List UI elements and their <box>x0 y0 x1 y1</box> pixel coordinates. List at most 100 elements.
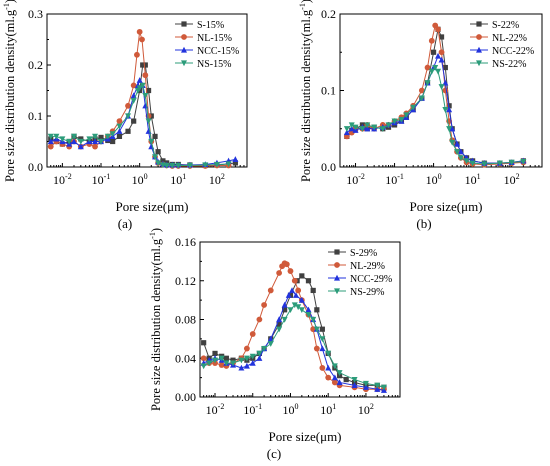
legend-label: S-22% <box>492 20 519 31</box>
data-point <box>155 160 162 167</box>
x-tick-label: 100 <box>132 172 148 187</box>
x-tick-label: 101 <box>170 172 186 187</box>
data-point <box>380 384 387 391</box>
series-NS-22% <box>343 64 527 168</box>
legend-marker <box>181 60 187 67</box>
data-point <box>418 95 425 102</box>
data-point <box>186 162 193 169</box>
data-point <box>310 316 317 323</box>
data-point <box>428 37 435 44</box>
data-point <box>136 77 143 83</box>
data-point <box>267 341 274 347</box>
data-point <box>287 307 294 314</box>
data-point <box>442 87 449 94</box>
data-point <box>298 307 305 314</box>
data-point <box>403 112 410 119</box>
data-point <box>371 124 378 131</box>
x-tick-label: 100 <box>282 402 298 417</box>
x-tick-label: 10-2 <box>53 172 72 187</box>
data-point <box>319 336 326 343</box>
data-point <box>256 350 263 357</box>
data-point <box>391 118 398 125</box>
data-point <box>424 80 431 87</box>
data-point <box>319 365 326 371</box>
data-point <box>343 376 349 383</box>
data-point <box>267 287 274 294</box>
legend-marker <box>181 21 187 27</box>
data-point <box>343 126 350 132</box>
data-point <box>298 296 305 303</box>
series-line <box>50 79 236 166</box>
data-point <box>98 138 105 145</box>
legend-item: NL-15% <box>175 33 232 44</box>
legend-item: S-22% <box>470 20 519 31</box>
data-point <box>243 355 250 362</box>
data-point <box>435 68 442 75</box>
data-point <box>131 118 137 124</box>
y-axis-label: Pore size distribution density(ml.g-1) <box>148 228 163 411</box>
data-point <box>295 287 302 294</box>
data-point <box>418 87 425 94</box>
data-point <box>435 52 442 59</box>
data-point <box>313 326 320 333</box>
data-point <box>336 379 343 386</box>
legend-label: NCC-29% <box>350 274 392 285</box>
y-tick-label: 0.0 <box>28 160 43 174</box>
x-tick-label: 102 <box>504 172 520 187</box>
data-point <box>213 161 220 168</box>
data-point <box>223 355 229 361</box>
data-point <box>348 125 355 132</box>
data-point <box>438 84 445 90</box>
data-point <box>125 113 132 120</box>
legend-label: NS-22% <box>492 59 526 70</box>
x-tick-label: 100 <box>426 172 442 187</box>
y-axis-label: Pore size distribution density(ml.g-1) <box>2 0 17 182</box>
data-point <box>116 128 123 134</box>
data-point <box>276 326 283 333</box>
data-point <box>201 340 207 346</box>
chart-panel-1: 0.0 0.1 0.2 0.3 10-2 10-1 100 101 102 Pore size(μ… <box>2 0 248 231</box>
legend-marker <box>181 46 187 53</box>
data-point <box>374 386 381 392</box>
legend-label: NL-15% <box>197 33 232 44</box>
data-point <box>238 364 245 371</box>
data-point <box>343 129 350 136</box>
data-point <box>446 106 453 113</box>
data-point <box>175 162 182 169</box>
data-point <box>379 126 386 132</box>
x-tick-label: 102 <box>209 172 225 187</box>
data-point <box>92 133 99 140</box>
data-point <box>206 360 213 367</box>
data-point <box>218 355 225 362</box>
data-point <box>116 123 123 130</box>
data-point <box>291 302 298 309</box>
data-point <box>295 304 302 311</box>
data-point <box>364 125 371 132</box>
y-tick-label: 0.3 <box>28 7 43 21</box>
x-tick-label: 10-2 <box>206 402 225 417</box>
data-point <box>283 261 290 268</box>
legend-label: NCC-22% <box>492 46 534 57</box>
data-point <box>47 143 54 150</box>
legend-label: NL-22% <box>492 33 527 44</box>
x-tick-label: 10-2 <box>346 172 365 187</box>
x-tick-label: 102 <box>358 402 374 417</box>
x-axis-label: Pore size(μm) <box>409 199 482 214</box>
x-axis-label: Pore size(μm) <box>268 429 341 444</box>
y-tick-label: 0.00 <box>175 390 196 404</box>
data-point <box>352 124 359 131</box>
data-point <box>256 316 263 323</box>
data-point <box>125 102 131 109</box>
data-point <box>305 306 312 313</box>
data-point <box>446 103 452 109</box>
legend-marker <box>476 34 482 40</box>
data-point <box>59 136 66 143</box>
data-point <box>469 160 476 167</box>
x-axis-label: Pore size(μm) <box>115 199 188 214</box>
data-point <box>142 62 148 68</box>
data-point <box>267 335 274 342</box>
data-point <box>243 345 250 352</box>
data-point <box>281 301 288 308</box>
data-point <box>449 139 456 146</box>
data-point <box>463 158 470 165</box>
